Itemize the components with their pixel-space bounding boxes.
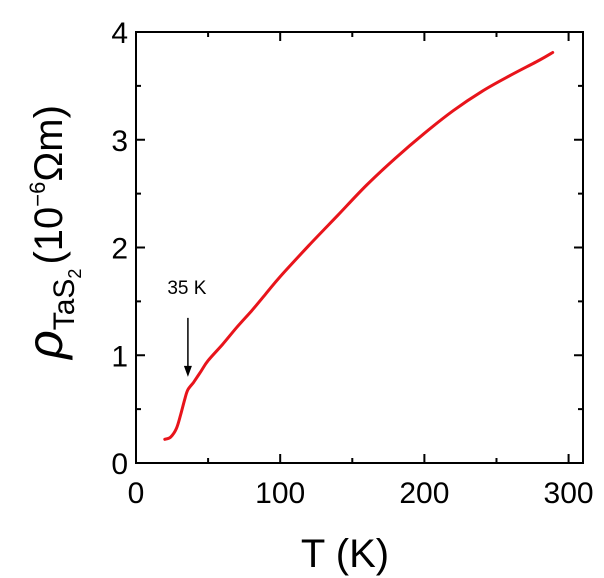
plot-frame (135, 31, 584, 464)
y-axis-subscript-index: 2 (65, 269, 85, 279)
series-line (163, 51, 555, 441)
annotation: 35 K (167, 278, 207, 377)
y-axis-symbol: ρ (17, 330, 73, 361)
y-tick-label: 3 (111, 125, 128, 158)
y-axis-unit-open: (10 (27, 207, 71, 265)
y-axis-label: ρTaS2 (10−6Ωm) (17, 105, 85, 361)
y-tick-label: 4 (111, 17, 128, 50)
series-group (163, 51, 555, 441)
y-tick-label: 1 (111, 340, 128, 373)
x-axis-label: T (K) (301, 532, 389, 576)
y-axis-unit-close: Ωm) (27, 105, 71, 182)
y-tick-label: 2 (111, 233, 128, 266)
x-tick-label: 300 (544, 477, 594, 510)
annotation-label: 35 K (167, 278, 206, 299)
y-axis-unit-exponent: −6 (25, 182, 50, 207)
x-tick-label: 0 (128, 477, 145, 510)
x-tick-label: 100 (255, 477, 305, 510)
plot-area (135, 31, 584, 464)
axis-ticks: 0 100 200 300 0 1 2 3 4 (111, 17, 593, 510)
y-tick-label: 0 (111, 448, 128, 481)
x-tick-label: 200 (399, 477, 449, 510)
annotation-arrow-head (183, 365, 192, 377)
y-axis-subscript: TaS (48, 279, 81, 331)
